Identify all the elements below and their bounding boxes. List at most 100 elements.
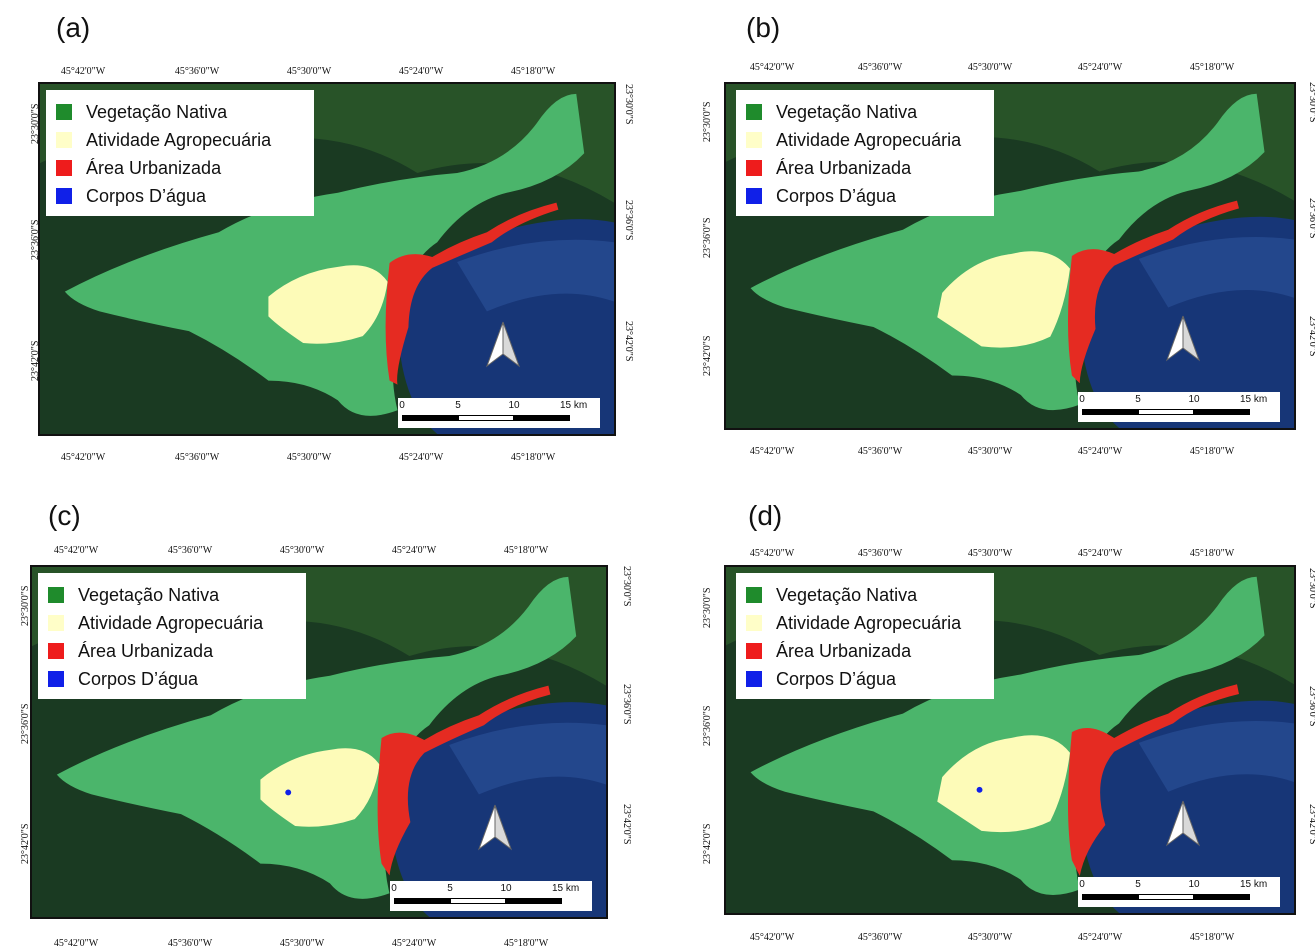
scale-tick-label: 15 km (1240, 394, 1268, 405)
legend-item: Área Urbanizada (56, 154, 304, 182)
longitude-label-top: 45°30'0"W (279, 545, 325, 556)
latitude-label-left: 23°42'0"S (702, 823, 713, 864)
urban-area (377, 685, 551, 876)
scale-tick-label: 10 (1188, 394, 1200, 405)
latitude-label-right: 23°36'0"S (623, 200, 634, 241)
latitude-label-left: 23°30'0"S (702, 101, 713, 142)
legend-item: Vegetação Nativa (48, 581, 296, 609)
water-body (285, 789, 292, 796)
latitude-label-right: 23°30'0"S (1307, 82, 1315, 123)
legend-swatch (56, 188, 72, 204)
latitude-label-right: 23°36'0"S (1307, 198, 1315, 239)
legend-item: Corpos D’água (746, 182, 984, 210)
scale-bar: 0 5 10 15 km (398, 398, 600, 428)
water-body (976, 786, 983, 793)
scale-segment (1082, 409, 1138, 415)
latitude-label-right: 23°30'0"S (1307, 568, 1315, 609)
scale-tick-label: 0 (391, 883, 397, 894)
longitude-label-bottom: 45°30'0"W (967, 932, 1013, 943)
legend-swatch (48, 671, 64, 687)
legend-item: Área Urbanizada (746, 154, 984, 182)
legend-label: Atividade Agropecuária (86, 129, 272, 150)
scale-tick-label: 5 (455, 400, 461, 411)
legend-item: Vegetação Nativa (746, 98, 984, 126)
legend-swatch (746, 615, 762, 631)
longitude-label-top: 45°24'0"W (398, 66, 444, 77)
longitude-label-bottom: 45°30'0"W (967, 446, 1013, 457)
latitude-label-right: 23°30'0"S (623, 84, 634, 125)
longitude-label-bottom: 45°36'0"W (174, 452, 220, 463)
legend-item: Vegetação Nativa (746, 581, 984, 609)
longitude-label-bottom: 45°18'0"W (1189, 446, 1235, 457)
land-use-map: Vegetação Nativa Atividade Agropecuária Ár… (724, 565, 1296, 915)
scale-segment (1138, 894, 1194, 900)
legend-label: Área Urbanizada (78, 640, 214, 661)
scale-tick-label: 10 (500, 883, 512, 894)
latitude-label-right: 23°36'0"S (1307, 686, 1315, 727)
sea-shade (1138, 237, 1294, 308)
legend-label: Corpos D’água (776, 185, 897, 206)
scale-segment (506, 898, 562, 904)
longitude-label-bottom: 45°30'0"W (286, 452, 332, 463)
scale-tick-label: 10 (508, 400, 520, 411)
panel-label: (c) (48, 500, 81, 531)
longitude-label-top: 45°24'0"W (1077, 548, 1123, 559)
scale-segment (458, 415, 514, 421)
scale-tick-label: 15 km (552, 883, 580, 894)
longitude-label-bottom: 45°36'0"W (857, 932, 903, 943)
scale-segment (1138, 409, 1194, 415)
scale-segment (1194, 409, 1250, 415)
panel-label: (b) (746, 12, 781, 43)
scale-segment (1194, 894, 1250, 900)
land-use-map: Vegetação Nativa Atividade Agropecuária Ár… (38, 82, 616, 436)
longitude-label-bottom: 45°24'0"W (1077, 932, 1123, 943)
longitude-label-top: 45°30'0"W (967, 548, 1013, 559)
legend-label: Área Urbanizada (86, 157, 222, 178)
longitude-label-top: 45°18'0"W (1189, 62, 1235, 73)
panel-label: (a) (56, 12, 91, 43)
longitude-label-top: 45°30'0"W (967, 62, 1013, 73)
agropecuaria-area (268, 265, 388, 344)
longitude-label-top: 45°36'0"W (857, 62, 903, 73)
latitude-label-right: 23°42'0"S (1307, 804, 1315, 845)
latitude-label-right: 23°42'0"S (623, 321, 634, 362)
longitude-label-top: 45°30'0"W (286, 66, 332, 77)
legend-item: Corpos D’água (746, 665, 984, 693)
legend-item: Vegetação Nativa (56, 98, 304, 126)
legend-swatch (48, 643, 64, 659)
legend-item: Atividade Agropecuária (746, 609, 984, 637)
scale-tick-label: 0 (1079, 394, 1085, 405)
sea-shade (457, 239, 614, 312)
scale-tick-label: 0 (399, 400, 405, 411)
longitude-label-top: 45°24'0"W (391, 545, 437, 556)
north-arrow-icon (1163, 314, 1203, 364)
legend-swatch (746, 132, 762, 148)
scale-segment (514, 415, 570, 421)
scale-tick-label: 15 km (1240, 879, 1268, 890)
native-vegetation-area (56, 576, 577, 899)
land-use-map: Vegetação Nativa Atividade Agropecuária Ár… (30, 565, 608, 919)
native-vegetation-area (64, 93, 585, 416)
scale-segment (450, 898, 506, 904)
legend-swatch (56, 132, 72, 148)
scale-tick-label: 5 (1135, 394, 1141, 405)
longitude-label-top: 45°42'0"W (749, 548, 795, 559)
panel-label: (d) (748, 500, 783, 531)
urban-area (1067, 200, 1239, 384)
legend-swatch (746, 188, 762, 204)
longitude-label-top: 45°36'0"W (857, 548, 903, 559)
legend-label: Área Urbanizada (776, 157, 912, 178)
scale-bar: 0 5 10 15 km (390, 881, 592, 911)
scale-tick-label: 10 (1188, 879, 1200, 890)
legend-swatch (56, 160, 72, 176)
latitude-label-right: 23°42'0"S (621, 804, 632, 845)
legend-label: Atividade Agropecuária (776, 129, 962, 150)
agropecuaria-area (937, 251, 1070, 348)
agropecuaria-area (937, 735, 1070, 833)
legend-item: Corpos D’água (56, 182, 304, 210)
longitude-label-bottom: 45°42'0"W (749, 932, 795, 943)
urban-area (1067, 684, 1239, 876)
legend: Vegetação Nativa Atividade Agropecuária Ár… (736, 90, 994, 216)
north-arrow-icon (475, 803, 515, 853)
scale-tick-label: 5 (447, 883, 453, 894)
